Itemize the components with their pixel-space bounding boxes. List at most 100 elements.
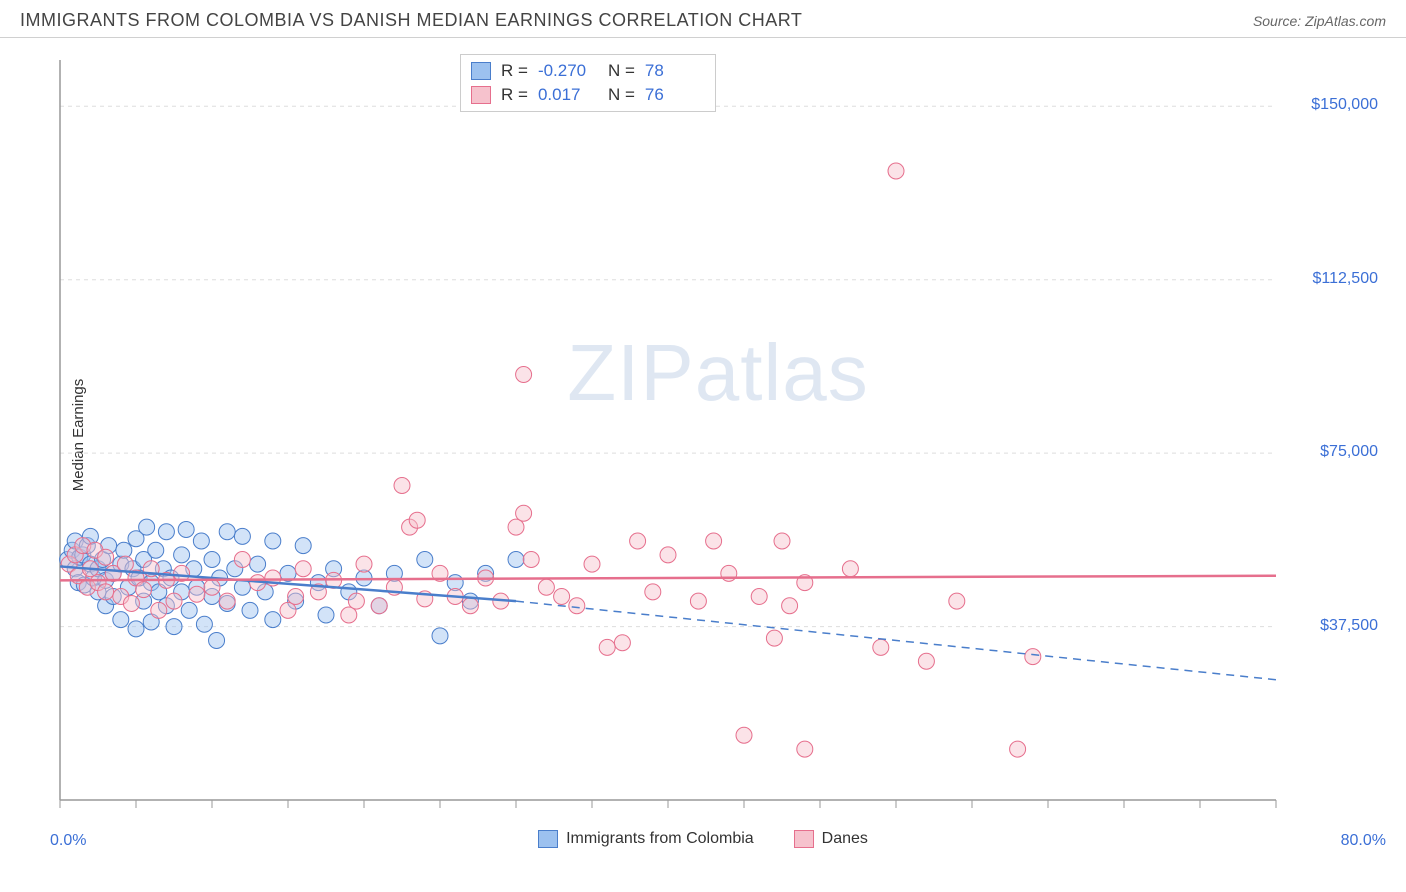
data-point [706, 533, 722, 549]
data-point [265, 612, 281, 628]
data-point [766, 630, 782, 646]
data-point [584, 556, 600, 572]
data-point [219, 593, 235, 609]
data-point [630, 533, 646, 549]
data-point [196, 616, 212, 632]
data-point [1025, 649, 1041, 665]
data-point [888, 163, 904, 179]
n-value: 78 [645, 61, 705, 81]
data-point [181, 602, 197, 618]
data-point [371, 598, 387, 614]
data-point [288, 589, 304, 605]
data-point [193, 533, 209, 549]
data-point [516, 505, 532, 521]
data-point [242, 602, 258, 618]
data-point [98, 549, 114, 565]
data-point [348, 593, 364, 609]
data-point [139, 519, 155, 535]
data-point [174, 547, 190, 563]
data-point [280, 602, 296, 618]
data-point [178, 521, 194, 537]
data-point [136, 582, 152, 598]
data-point [949, 593, 965, 609]
data-point [599, 639, 615, 655]
data-point [356, 556, 372, 572]
data-point [394, 478, 410, 494]
data-point [234, 528, 250, 544]
data-point [318, 607, 334, 623]
data-point [295, 561, 311, 577]
data-point [250, 556, 266, 572]
data-point [569, 598, 585, 614]
data-point [736, 727, 752, 743]
r-label: R = [501, 85, 528, 105]
data-point [265, 533, 281, 549]
chart-area: Median Earnings ZIPatlas $37,500$75,000$… [50, 50, 1386, 820]
data-point [432, 628, 448, 644]
legend-row: R = 0.017 N = 76 [471, 83, 705, 107]
data-point [158, 524, 174, 540]
n-value: 76 [645, 85, 705, 105]
data-point [523, 552, 539, 568]
data-point [234, 552, 250, 568]
legend-row: R = -0.270 N = 78 [471, 59, 705, 83]
data-point [417, 552, 433, 568]
data-point [554, 589, 570, 605]
data-point [660, 547, 676, 563]
legend-swatch [471, 62, 491, 80]
n-label: N = [608, 61, 635, 81]
data-point [508, 552, 524, 568]
trend-line [60, 576, 1276, 581]
y-tick-label: $75,000 [1320, 443, 1378, 461]
data-point [148, 542, 164, 558]
legend-item: Danes [794, 830, 868, 848]
legend-label: Immigrants from Colombia [566, 830, 754, 848]
data-point [123, 595, 139, 611]
data-point [797, 741, 813, 757]
legend-swatch [794, 830, 814, 848]
data-point [113, 612, 129, 628]
data-point [462, 598, 478, 614]
data-point [918, 653, 934, 669]
data-point [128, 621, 144, 637]
n-label: N = [608, 85, 635, 105]
data-point [219, 524, 235, 540]
data-point [751, 589, 767, 605]
y-tick-label: $112,500 [1312, 270, 1378, 288]
correlation-legend: R = -0.270 N = 78 R = 0.017 N = 76 [460, 54, 716, 112]
data-point [117, 556, 133, 572]
data-point [189, 586, 205, 602]
data-point [209, 632, 225, 648]
data-point [98, 584, 114, 600]
y-tick-label: $150,000 [1311, 96, 1378, 114]
data-point [782, 598, 798, 614]
data-point [873, 639, 889, 655]
r-value: -0.270 [538, 61, 598, 81]
data-point [295, 538, 311, 554]
data-point [204, 579, 220, 595]
data-point [842, 561, 858, 577]
data-point [166, 593, 182, 609]
legend-swatch [471, 86, 491, 104]
y-tick-label: $37,500 [1320, 617, 1378, 635]
legend-item: Immigrants from Colombia [538, 830, 754, 848]
r-value: 0.017 [538, 85, 598, 105]
data-point [645, 584, 661, 600]
data-point [508, 519, 524, 535]
data-point [151, 602, 167, 618]
data-point [774, 533, 790, 549]
data-point [538, 579, 554, 595]
data-point [690, 593, 706, 609]
source-attribution: Source: ZipAtlas.com [1253, 13, 1386, 29]
chart-title: IMMIGRANTS FROM COLOMBIA VS DANISH MEDIA… [20, 10, 802, 31]
data-point [204, 552, 220, 568]
data-point [1010, 741, 1026, 757]
data-point [409, 512, 425, 528]
data-point [341, 607, 357, 623]
legend-label: Danes [822, 830, 868, 848]
series-legend: Immigrants from Colombia Danes [0, 830, 1406, 848]
data-point [614, 635, 630, 651]
data-point [516, 367, 532, 383]
r-label: R = [501, 61, 528, 81]
legend-swatch [538, 830, 558, 848]
